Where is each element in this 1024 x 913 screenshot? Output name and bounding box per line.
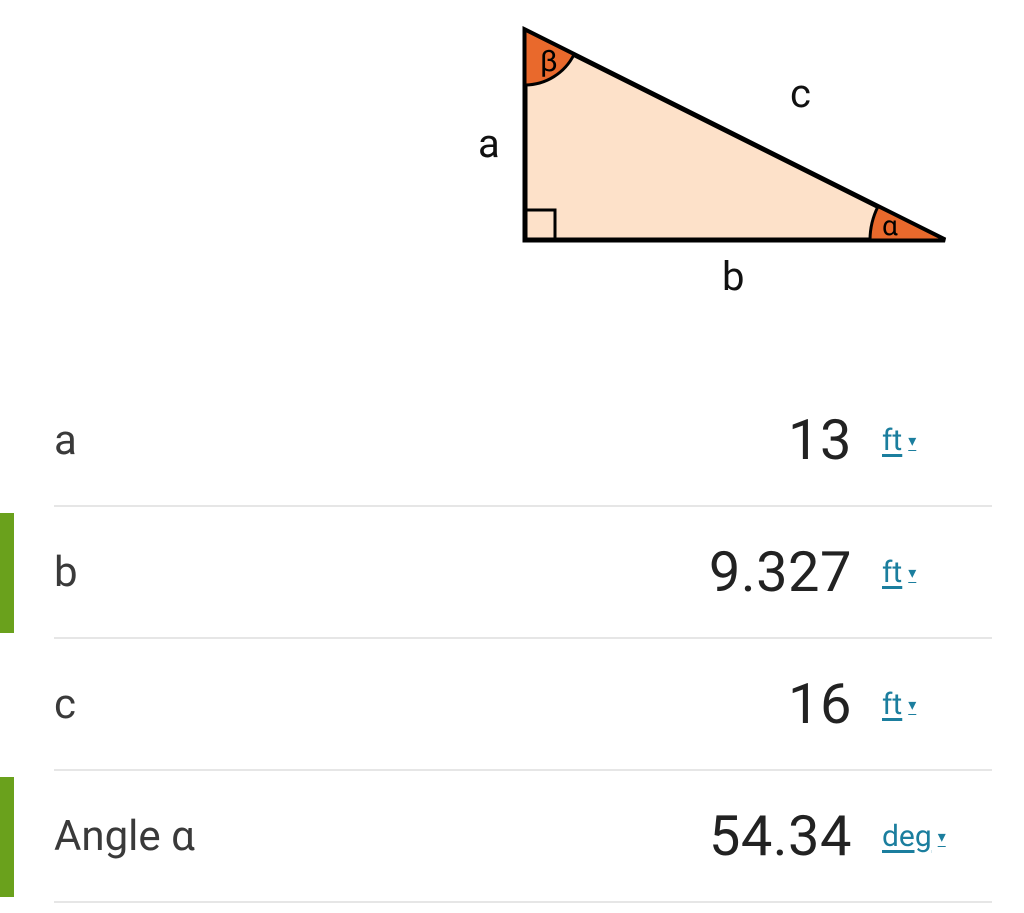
side-c-label: c [790,70,811,117]
calculator-panel: β α a c b a 13 ft ▾ b 9.327 [0,0,1024,913]
row-a: a 13 ft ▾ [0,375,1024,507]
row-alpha: Angle α 54.34 deg ▾ [0,771,1024,903]
row-alpha-unit-text: deg [882,819,932,854]
row-a-inner: a 13 ft ▾ [54,375,992,507]
side-b-label: b [722,253,744,300]
side-a-label: a [478,120,500,167]
row-c-inner: c 16 ft ▾ [54,639,992,771]
row-alpha-unit-select[interactable]: deg ▾ [882,819,992,854]
row-a-unit-text: ft [882,423,902,458]
row-b-marker [0,513,14,633]
row-c-unit-text: ft [882,687,902,722]
row-c-label: c [54,680,314,729]
row-a-unit-select[interactable]: ft ▾ [882,423,992,458]
row-c-value[interactable]: 16 [314,671,882,737]
triangle-diagram: β α a c b [470,15,970,315]
dropdown-caret-icon: ▾ [908,431,916,450]
row-b-inner: b 9.327 ft ▾ [54,507,992,639]
row-b-unit-text: ft [882,555,902,590]
row-a-label: a [54,416,314,465]
row-b-value[interactable]: 9.327 [314,539,882,605]
row-a-value[interactable]: 13 [314,407,882,473]
row-c-unit-select[interactable]: ft ▾ [882,687,992,722]
row-b: b 9.327 ft ▾ [0,507,1024,639]
row-alpha-inner: Angle α 54.34 deg ▾ [54,771,992,903]
dropdown-caret-icon: ▾ [908,563,916,582]
angle-alpha-label: α [882,209,898,242]
row-b-unit-select[interactable]: ft ▾ [882,555,992,590]
row-alpha-marker [0,777,14,897]
triangle-svg: β α [470,15,970,275]
row-c: c 16 ft ▾ [0,639,1024,771]
dropdown-caret-icon: ▾ [908,695,916,714]
row-alpha-value[interactable]: 54.34 [314,803,882,869]
row-alpha-label: Angle α [54,812,314,861]
row-b-label: b [54,548,314,597]
dropdown-caret-icon: ▾ [938,827,946,846]
angle-beta-label: β [540,44,558,79]
input-rows: a 13 ft ▾ b 9.327 ft ▾ c 16 [0,375,1024,903]
